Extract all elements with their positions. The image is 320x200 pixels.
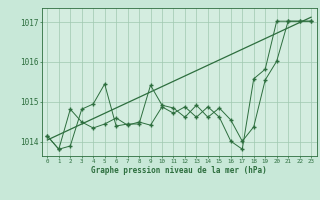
- X-axis label: Graphe pression niveau de la mer (hPa): Graphe pression niveau de la mer (hPa): [91, 166, 267, 175]
